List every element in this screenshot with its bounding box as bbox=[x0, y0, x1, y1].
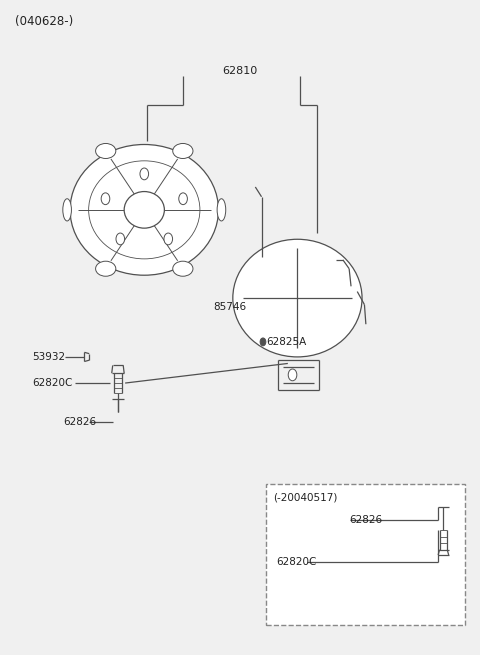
Circle shape bbox=[260, 338, 266, 346]
Text: (040628-): (040628-) bbox=[15, 15, 73, 28]
Text: 62820C: 62820C bbox=[32, 378, 72, 388]
Circle shape bbox=[288, 369, 297, 381]
Ellipse shape bbox=[70, 145, 218, 275]
Ellipse shape bbox=[96, 261, 116, 276]
Ellipse shape bbox=[89, 161, 200, 259]
Circle shape bbox=[101, 193, 110, 204]
Text: 62825A: 62825A bbox=[266, 337, 307, 347]
Ellipse shape bbox=[63, 198, 72, 221]
Ellipse shape bbox=[96, 143, 116, 159]
Text: 62826: 62826 bbox=[63, 417, 96, 427]
Circle shape bbox=[116, 233, 125, 245]
Circle shape bbox=[179, 193, 187, 204]
Ellipse shape bbox=[173, 261, 193, 276]
Ellipse shape bbox=[124, 191, 164, 228]
FancyBboxPatch shape bbox=[266, 484, 465, 625]
Circle shape bbox=[140, 168, 149, 179]
Text: (-20040517): (-20040517) bbox=[274, 492, 338, 502]
Text: 53932: 53932 bbox=[32, 352, 65, 362]
Ellipse shape bbox=[173, 143, 193, 159]
Text: 85746: 85746 bbox=[214, 301, 247, 312]
Circle shape bbox=[164, 233, 173, 245]
Ellipse shape bbox=[217, 198, 226, 221]
Text: 62826: 62826 bbox=[350, 515, 383, 525]
Text: 62810: 62810 bbox=[222, 66, 258, 76]
Ellipse shape bbox=[233, 239, 362, 357]
Text: 62820C: 62820C bbox=[276, 557, 316, 567]
